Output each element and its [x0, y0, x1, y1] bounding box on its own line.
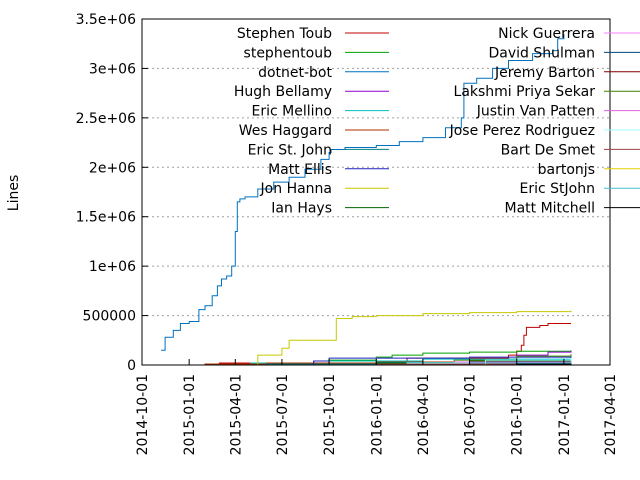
legend: Stephen Toub stephentoub dotnet-bot Hugh Be…	[234, 26, 640, 217]
x-tick-label: 2014-10-01	[135, 374, 151, 455]
legend-label: Eric Mellino	[252, 104, 332, 120]
legend-label: stephentoub	[244, 45, 333, 61]
x-tick-label: 2015-04-01	[228, 374, 244, 455]
y-tick-label: 1e+06	[89, 259, 136, 275]
legend-label: Jeremy Barton	[494, 65, 595, 81]
legend-label: Matt Ellis	[268, 162, 332, 178]
x-tick-label: 2017-01-01	[557, 374, 573, 455]
x-tick-label: 2015-01-01	[182, 374, 198, 455]
legend-label: bartonjs	[538, 162, 595, 178]
series-line	[161, 33, 565, 351]
legend-label: Matt Mitchell	[504, 201, 595, 217]
y-tick-label: 500000	[83, 309, 136, 325]
legend-label: David Shulman	[489, 45, 595, 61]
y-axis: 0 500000 1e+06 1.5e+06 2e+06 2.5e+06 3e+06 3.5e…	[76, 12, 148, 374]
series-line	[266, 356, 572, 366]
legend-label: Nick Guerrera	[498, 26, 595, 42]
legend-label: Lakshmi Priya Sekar	[454, 84, 596, 100]
x-tick-label: 2015-07-01	[275, 374, 291, 455]
legend-label: Wes Haggard	[239, 123, 332, 139]
x-tick-label: 2017-04-01	[603, 374, 619, 455]
y-tick-label: 2.5e+06	[76, 111, 137, 127]
x-tick-label: 2016-07-01	[463, 374, 479, 455]
x-axis: 2014-10-01 2015-01-01 2015-04-01 2015-07-01…	[135, 359, 619, 455]
grid-lines	[142, 67, 610, 317]
y-tick-label: 3e+06	[89, 61, 136, 77]
legend-label: Eric StJohn	[520, 181, 595, 197]
legend-label: Jose Perez Rodriguez	[449, 123, 595, 139]
x-tick-label: 2016-10-01	[510, 374, 526, 455]
y-tick-label: 1.5e+06	[76, 210, 137, 226]
y-tick-label: 2e+06	[89, 160, 136, 176]
y-tick-label: 0	[127, 358, 136, 374]
x-tick-label: 2016-04-01	[416, 374, 432, 455]
legend-label: Stephen Toub	[237, 26, 332, 42]
legend-label: Eric St. John	[248, 142, 332, 158]
legend-label: Bart De Smet	[501, 142, 596, 158]
legend-label: Hugh Bellamy	[234, 84, 332, 100]
legend-label: Justin Van Patten	[476, 104, 595, 120]
legend-label: dotnet-bot	[258, 65, 332, 81]
x-tick-label: 2016-01-01	[369, 374, 385, 455]
y-tick-label: 3.5e+06	[76, 12, 137, 28]
x-tick-label: 2015-10-01	[322, 374, 338, 455]
series-line	[242, 310, 572, 366]
legend-label: Ian Hays	[271, 201, 332, 217]
y-axis-label: Lines	[6, 175, 22, 211]
legend-label: Jon Hanna	[260, 181, 332, 197]
